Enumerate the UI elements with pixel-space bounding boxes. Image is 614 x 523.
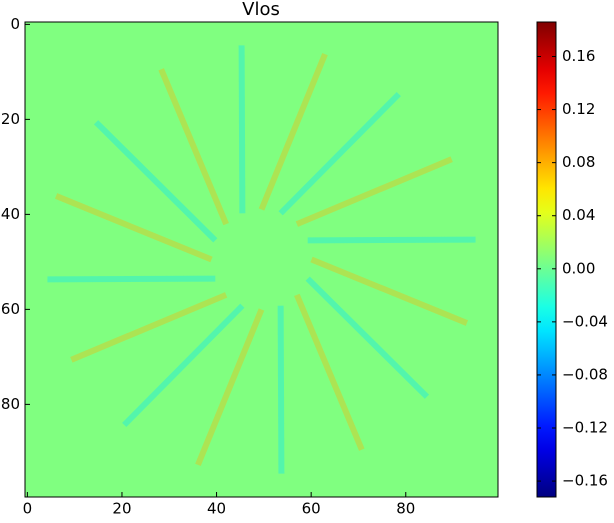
- texture-ray: [158, 68, 229, 226]
- texture-ray: [54, 193, 213, 263]
- image: [25, 22, 498, 497]
- y-tick-label: 20: [1, 110, 20, 128]
- chart-title: Vlos: [242, 0, 280, 20]
- texture-ray: [238, 45, 246, 214]
- texture-ray: [310, 256, 469, 326]
- texture-ray: [47, 275, 216, 283]
- colorbar-tick-label: −0.16: [562, 472, 608, 490]
- y-tick-label: 40: [1, 205, 20, 223]
- colorbar-tick-label: 0.00: [562, 259, 595, 277]
- colorbar-tick-label: 0.12: [562, 100, 595, 118]
- texture-ray: [195, 308, 265, 467]
- plot-frame: [24, 21, 499, 498]
- x-tick-label: 60: [302, 500, 321, 518]
- y-tick-label: 0: [10, 15, 20, 33]
- texture-ray: [122, 303, 245, 428]
- y-tick-label: 80: [1, 395, 20, 413]
- texture-ray: [278, 91, 401, 216]
- colorbar-tick-label: −0.12: [562, 419, 608, 437]
- texture-ray: [277, 305, 285, 474]
- x-tick-label: 20: [112, 500, 131, 518]
- texture-ray: [258, 52, 328, 211]
- colorbar-tick-label: −0.08: [562, 365, 608, 383]
- colorbar: [536, 21, 557, 498]
- texture-ray: [294, 293, 365, 451]
- texture-ray: [295, 156, 453, 227]
- colorbar-tick-label: −0.04: [562, 312, 608, 330]
- y-tick-label: 60: [1, 300, 20, 318]
- texture-ray: [93, 120, 218, 243]
- texture-ray: [307, 236, 476, 244]
- x-tick-label: 80: [396, 500, 415, 518]
- colorbar-tick-label: 0.08: [562, 153, 595, 171]
- colorbar-tick-label: 0.04: [562, 206, 595, 224]
- image-texture: [47, 45, 476, 474]
- texture-ray: [305, 276, 430, 399]
- x-tick-label: 0: [23, 500, 33, 518]
- x-tick-label: 40: [207, 500, 226, 518]
- texture-ray: [70, 292, 228, 363]
- colorbar-tick-label: 0.16: [562, 47, 595, 65]
